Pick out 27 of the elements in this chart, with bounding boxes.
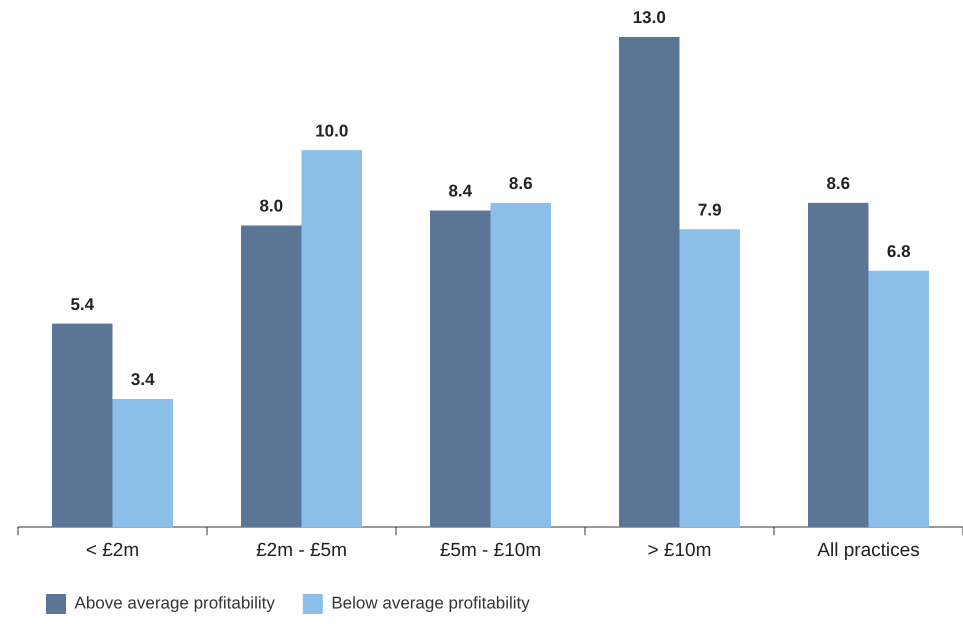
bar (241, 226, 302, 528)
x-tick-label: < £2m (86, 540, 140, 561)
bar (868, 270, 929, 528)
bar (808, 202, 868, 528)
data-label: 10.0 (315, 121, 348, 140)
data-label: 6.8 (886, 242, 911, 261)
legend-label: Above average profitability (74, 594, 276, 613)
data-label: 5.4 (70, 294, 95, 314)
bar (112, 398, 173, 528)
data-label: 8.0 (259, 196, 284, 216)
bar (619, 37, 680, 528)
data-label: 13.0 (632, 8, 666, 28)
x-tick-label: > £10m (648, 540, 712, 561)
data-label: 8.6 (508, 174, 533, 194)
data-label: 7.9 (698, 200, 722, 220)
bar (680, 229, 740, 528)
bar (430, 210, 490, 528)
data-label: 8.6 (826, 174, 850, 194)
data-label: 8.4 (448, 182, 473, 201)
x-tick-label: £2m - £5m (256, 540, 347, 561)
bar (302, 150, 362, 528)
legend-label: Below average profitability (331, 594, 530, 613)
data-label: 3.4 (130, 370, 156, 390)
bar (490, 202, 551, 528)
x-tick-label: All practices (817, 540, 920, 561)
bar (52, 324, 112, 528)
x-tick-label: £5m - £10m (440, 540, 542, 561)
